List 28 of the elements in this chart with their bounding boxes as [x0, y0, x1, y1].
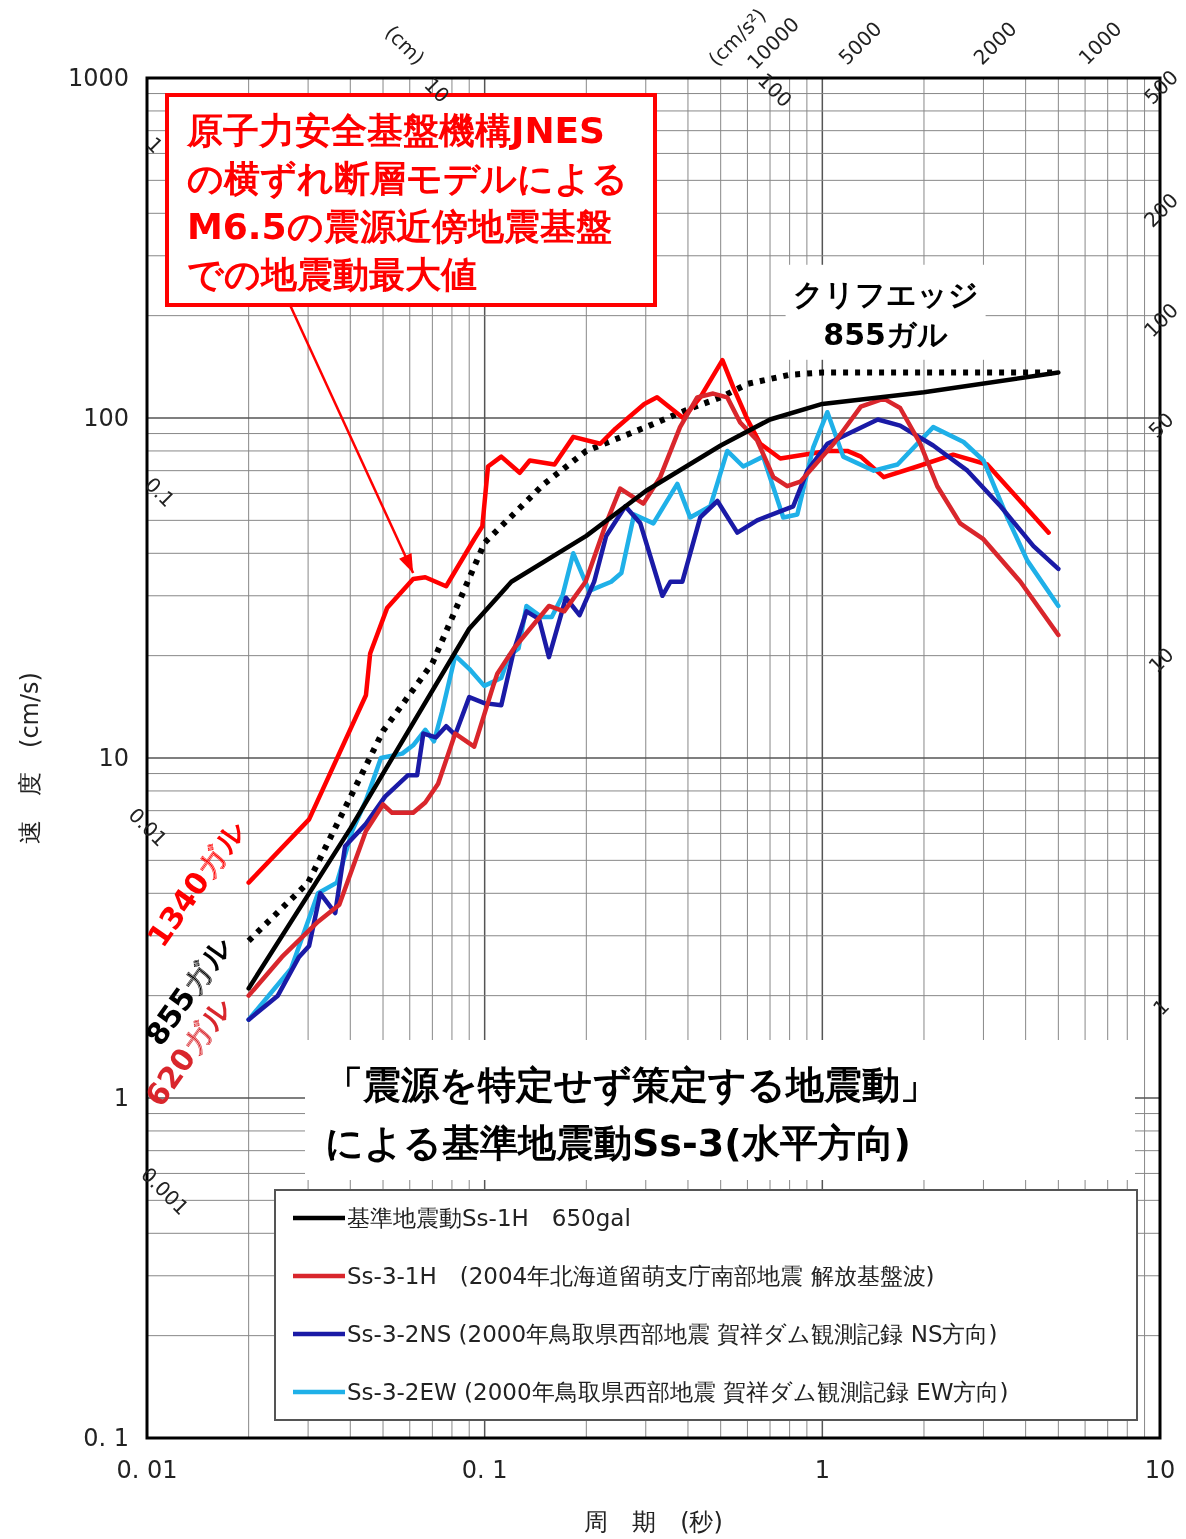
- x-axis-title: 周 期 (秒): [584, 1508, 723, 1536]
- annotation: 500: [1139, 65, 1184, 110]
- annotation: 10: [1143, 642, 1179, 678]
- y-axis-title: 速 度 (cm/s): [16, 672, 44, 844]
- y-tick-label: 0. 1: [83, 1424, 129, 1452]
- legend-label: 基準地震動Ss-1H 650gal: [347, 1205, 631, 1231]
- legend-label: Ss-3-2EW (2000年鳥取県西部地震 賀祥ダム観測記録 EW方向): [347, 1379, 1009, 1405]
- annotation: 1: [1148, 994, 1175, 1021]
- annotation: 0.1: [140, 472, 180, 512]
- y-tick-label: 1: [113, 1084, 129, 1112]
- x-tick-label: 1: [814, 1456, 830, 1484]
- annotation: 100: [1139, 298, 1184, 343]
- annotation: 200: [1139, 188, 1184, 233]
- x-tick-label: 10: [1144, 1456, 1176, 1484]
- annotation: 1: [141, 132, 168, 159]
- title: 「震源を特定せず策定する地震動」 による基準地震動Ss-3(水平方向): [305, 1040, 1135, 1180]
- annotation: 10: [419, 72, 455, 108]
- x-tick-label: 0. 1: [461, 1456, 508, 1484]
- annotation: 100: [752, 68, 797, 113]
- annotation: 原子力安全基盤機構JNESの横ずれ断層モデルによるM6.5の震源近傍地震基盤での地震動最大値: [186, 110, 628, 295]
- y-tick-label: 1000: [67, 64, 129, 92]
- y-tick-label: 100: [83, 404, 129, 432]
- x-tick-label: 0. 01: [116, 1456, 178, 1484]
- legend-label: Ss-3-2NS (2000年鳥取県西部地震 賀祥ダム観測記録 NS方向): [347, 1321, 998, 1347]
- annotation: 50: [1143, 407, 1179, 443]
- y-tick-label: 10: [98, 744, 129, 772]
- legend-label: Ss-3-1H (2004年北海道留萌支庁南部地震 解放基盤波): [347, 1263, 935, 1289]
- annotation: クリフエッジ855ガル: [792, 276, 979, 352]
